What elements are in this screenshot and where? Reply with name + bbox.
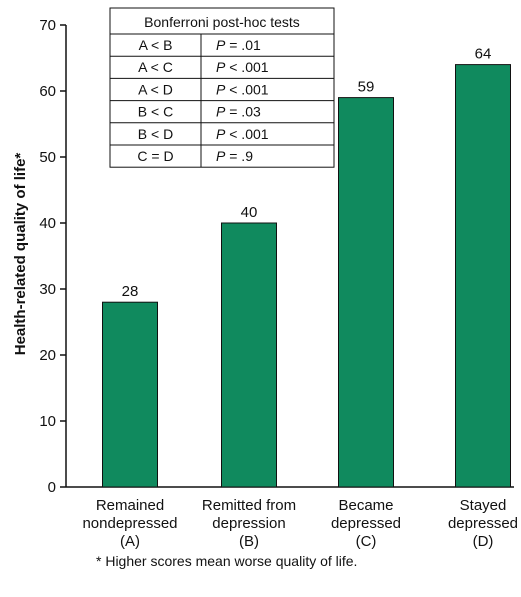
- y-tick-label: 40: [39, 215, 56, 232]
- y-tick-label: 20: [39, 347, 56, 364]
- x-category-label: Stayed: [460, 497, 507, 514]
- table-p-value-cell: P < .001: [216, 126, 269, 142]
- y-tick-label: 30: [39, 281, 56, 298]
- bar: [455, 64, 511, 488]
- x-category-label: nondepressed: [82, 515, 177, 532]
- bar: [338, 97, 394, 488]
- bar-data-label: 59: [358, 79, 375, 96]
- table-p-value-cell: P = .03: [216, 104, 261, 120]
- y-tick-label: 0: [48, 479, 56, 496]
- table-p-value-cell: P = .01: [216, 37, 261, 53]
- y-tick-label: 70: [39, 17, 56, 34]
- x-category-label: Remitted from: [202, 497, 296, 514]
- x-category-label: depressed: [331, 515, 401, 532]
- x-category-label: depressed: [448, 515, 518, 532]
- bar: [102, 301, 158, 488]
- x-category-label: Became: [338, 497, 393, 514]
- table-comparison-cell: C = D: [137, 148, 173, 164]
- table-border: [109, 7, 335, 168]
- table-comparison-cell: B < D: [138, 126, 173, 142]
- x-category-label: depression: [212, 515, 285, 532]
- x-category-label: (A): [120, 533, 140, 550]
- y-tick-label: 60: [39, 83, 56, 100]
- table-p-value-cell: P < .001: [216, 81, 269, 97]
- bar: [221, 222, 277, 488]
- bar-data-label: 28: [122, 283, 139, 300]
- posthoc-table: Bonferroni post-hoc tests A < B P = .01 A <…: [109, 7, 335, 168]
- table-comparison-cell: B < C: [138, 104, 173, 120]
- table-title: Bonferroni post-hoc tests: [144, 14, 300, 30]
- x-category-label: (B): [239, 533, 259, 550]
- table-comparison-cell: A < B: [139, 37, 173, 53]
- y-axis-label: Health-related quality of life*: [12, 153, 29, 356]
- table-p-value-cell: P < .001: [216, 59, 269, 75]
- bar-data-label: 64: [475, 46, 492, 63]
- bar-data-label: 40: [241, 204, 258, 221]
- footnote: * Higher scores mean worse quality of li…: [96, 553, 357, 569]
- y-tick-label: 10: [39, 413, 56, 430]
- table-comparison-cell: A < C: [138, 59, 173, 75]
- table-comparison-cell: A < D: [138, 81, 173, 97]
- x-category-label: (D): [473, 533, 494, 550]
- x-category-label: Remained: [96, 497, 164, 514]
- table-p-value-cell: P = .9: [216, 148, 253, 164]
- x-category-label: (C): [356, 533, 377, 550]
- y-tick-label: 50: [39, 149, 56, 166]
